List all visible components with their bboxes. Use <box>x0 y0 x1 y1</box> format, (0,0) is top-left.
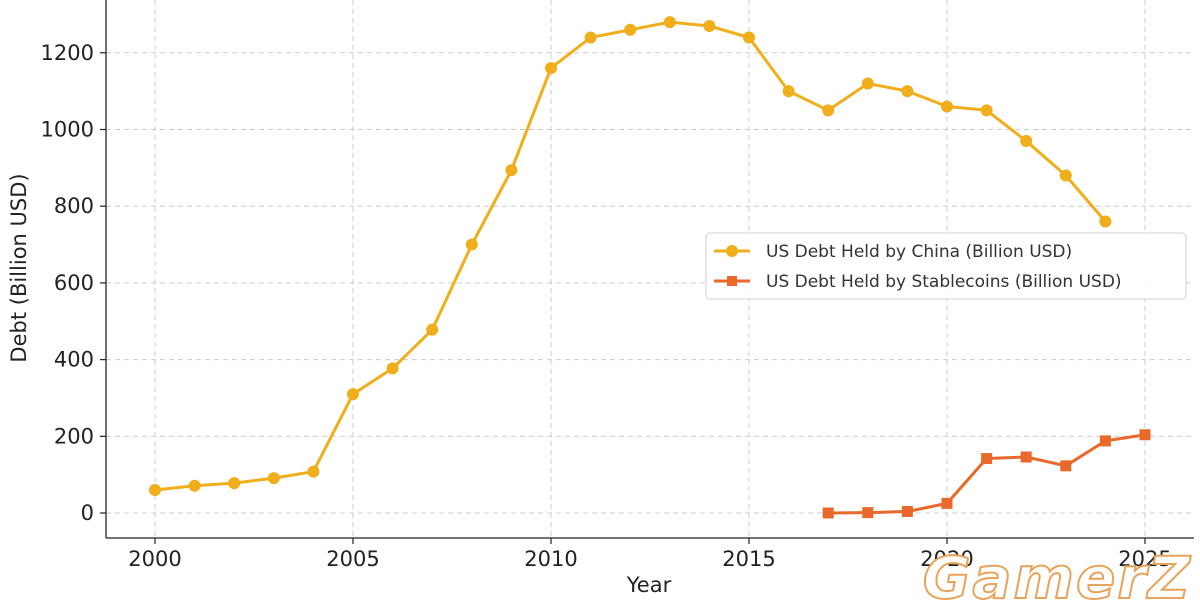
data-point-china-2015 <box>743 31 755 44</box>
data-point-china-2000 <box>149 483 161 496</box>
x-tick-label-2010: 2010 <box>524 547 577 571</box>
data-point-china-2021 <box>980 104 993 117</box>
data-point-china-2009 <box>505 164 518 177</box>
grid-lines <box>106 0 1194 538</box>
data-point-stablecoins-2024 <box>1099 435 1111 447</box>
legend: US Debt Held by China (Billion USD) US D… <box>705 232 1187 300</box>
data-point-china-2005 <box>347 388 359 401</box>
data-point-china-2019 <box>901 85 914 98</box>
data-point-china-2008 <box>465 238 478 251</box>
x-tick-label-2000: 2000 <box>128 547 181 571</box>
data-point-china-2017 <box>822 104 835 117</box>
gamerz-watermark: GamerZ <box>923 544 1192 609</box>
y-tick-label-800: 800 <box>54 194 94 218</box>
data-point-stablecoins-2025 <box>1139 429 1151 441</box>
x-tick-label-2020: 2020 <box>920 547 973 571</box>
x-tick-label-2015: 2015 <box>722 547 775 571</box>
y-tick-label-1000: 1000 <box>41 118 94 142</box>
data-point-china-2006 <box>386 362 399 375</box>
legend-box <box>705 232 1187 300</box>
x-tick-label-2025: 2025 <box>1118 547 1171 571</box>
y-tick-label-0: 0 <box>81 501 94 525</box>
data-point-china-2020 <box>941 100 953 113</box>
series-line-stablecoins <box>828 433 1146 515</box>
data-point-china-2016 <box>782 85 795 98</box>
data-point-stablecoins-2018 <box>862 507 874 519</box>
legend-label-stablecoins: US Debt Held by Stablecoins (Billion USD… <box>766 272 1122 292</box>
data-point-china-2013 <box>663 16 676 29</box>
y-tick-label-200: 200 <box>54 424 94 448</box>
y-axis-title: Debt (Billion USD) <box>7 173 31 362</box>
data-point-stablecoins-2021 <box>981 453 993 465</box>
data-point-stablecoins-2020 <box>941 497 953 509</box>
series-layer <box>149 16 1151 519</box>
data-point-china-2022 <box>1020 135 1033 148</box>
data-point-china-2002 <box>228 477 241 490</box>
axes <box>100 0 1194 544</box>
data-point-china-2023 <box>1059 169 1072 182</box>
data-point-china-2007 <box>426 323 439 336</box>
data-point-china-2001 <box>188 479 201 492</box>
data-point-stablecoins-2022 <box>1020 451 1032 463</box>
tick-labels: 2000 2005 2010 2015 2020 2025 0 200 400 600 800 100… <box>41 41 1172 571</box>
data-point-china-2024 <box>1099 215 1112 228</box>
x-tick-label-2005: 2005 <box>326 547 379 571</box>
data-point-stablecoins-2023 <box>1060 460 1072 472</box>
data-point-china-2014 <box>703 19 716 32</box>
y-tick-label-1200: 1200 <box>41 41 94 65</box>
y-tick-label-600: 600 <box>54 271 94 295</box>
data-point-china-2010 <box>545 62 557 75</box>
x-axis-title: Year <box>626 573 672 597</box>
legend-marker-stablecoins <box>727 276 737 286</box>
legend-marker-china <box>726 245 738 257</box>
data-point-china-2003 <box>267 472 280 485</box>
data-point-china-2018 <box>861 77 874 90</box>
legend-label-china: US Debt Held by China (Billion USD) <box>766 242 1072 262</box>
data-point-stablecoins-2017 <box>822 507 834 519</box>
y-tick-label-400: 400 <box>54 348 94 372</box>
data-point-china-2004 <box>307 465 320 478</box>
data-point-china-2012 <box>624 23 637 36</box>
data-point-stablecoins-2019 <box>901 505 913 517</box>
data-point-china-2011 <box>584 31 597 44</box>
